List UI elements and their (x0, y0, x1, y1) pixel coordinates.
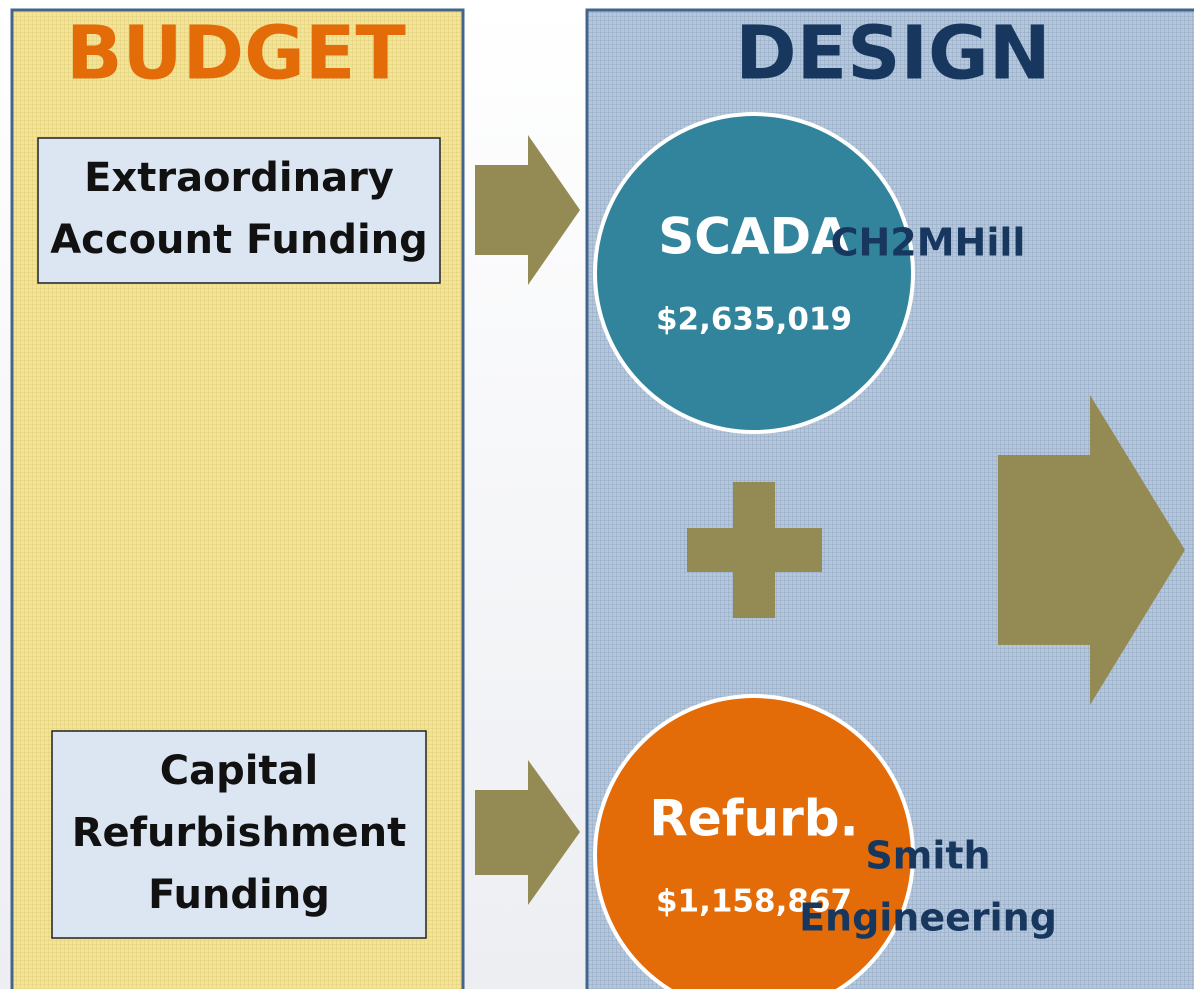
budget-title: BUDGET (66, 11, 406, 97)
arrow (475, 135, 580, 285)
source-label: Extraordinary (84, 155, 394, 201)
firm-name: Engineering (799, 896, 1057, 940)
firm-name: CH2MHill (831, 221, 1026, 265)
arrow (998, 395, 1185, 705)
arrow (475, 760, 580, 905)
project-name: SCADA (658, 208, 850, 266)
project-amount: $2,635,019 (656, 302, 852, 338)
source-box (37, 137, 441, 284)
firm-name: Smith (865, 834, 990, 878)
design-title: DESIGN (735, 11, 1050, 97)
source-box (51, 730, 427, 939)
source-label: Capital (160, 748, 319, 794)
project-amount: $1,158,867 (656, 884, 852, 920)
source-label: Funding (148, 872, 330, 918)
source-label: Account Funding (50, 217, 428, 263)
project-circle (593, 112, 915, 434)
project-name: Refurb. (649, 790, 858, 848)
source-label: Refurbishment (72, 810, 407, 856)
plus (687, 482, 822, 618)
project-circle (593, 694, 915, 989)
